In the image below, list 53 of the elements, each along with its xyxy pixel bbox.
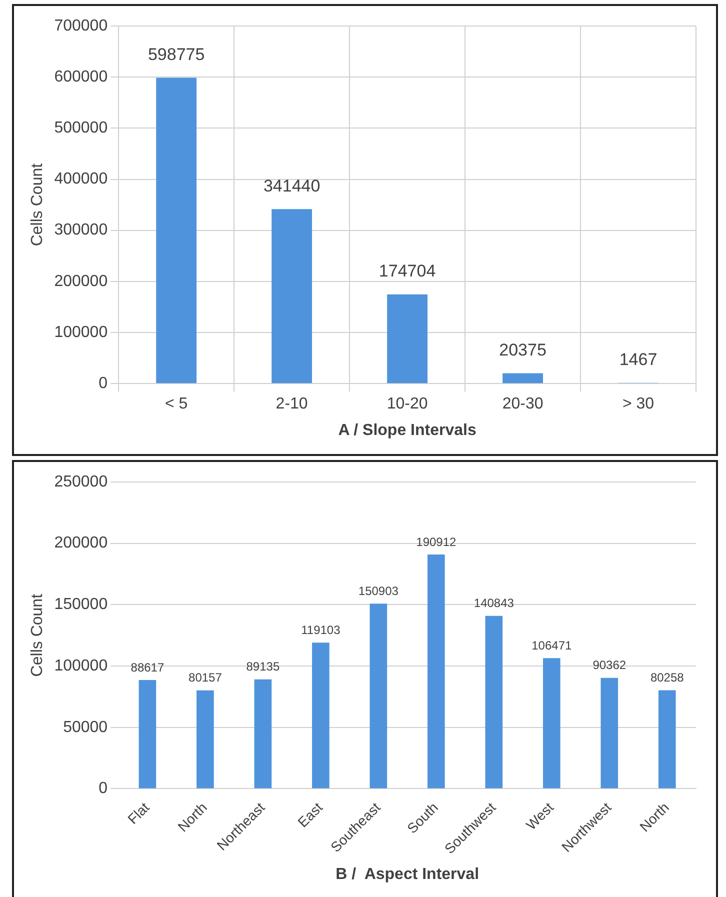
bar	[312, 642, 330, 788]
y-tick-label: 200000	[54, 272, 108, 290]
x-axis-title: B / Aspect Interval	[336, 866, 480, 883]
x-tick-label: > 30	[622, 396, 654, 413]
y-tick-label: 50000	[63, 718, 108, 736]
data-label: 88617	[130, 660, 164, 674]
bar	[658, 690, 676, 788]
x-axis-title: A / Slope Intervals	[338, 422, 476, 439]
data-label: 174704	[378, 262, 436, 281]
y-tick-label: 100000	[54, 324, 108, 341]
y-tick-label: 500000	[54, 120, 108, 137]
data-label: 80258	[650, 670, 684, 685]
x-tick-label: < 5	[164, 396, 188, 413]
y-tick-label: 250000	[54, 473, 108, 490]
data-label: 106471	[532, 638, 572, 652]
y-tick-label: 0	[98, 780, 108, 798]
x-tick-label: 2-10	[276, 396, 308, 413]
data-label: 80157	[188, 670, 222, 685]
y-tick-label: 400000	[54, 170, 108, 188]
data-label: 341440	[263, 176, 320, 196]
bar	[502, 373, 543, 384]
y-tick-label: 100000	[54, 657, 108, 674]
bar	[138, 680, 156, 788]
y-tick-label: 600000	[54, 68, 108, 86]
bar	[370, 604, 388, 788]
bar	[156, 78, 197, 384]
data-label: 20375	[499, 340, 546, 360]
data-label: 140843	[474, 596, 514, 610]
bar	[542, 658, 560, 788]
y-tick-label: 300000	[54, 222, 108, 239]
x-tick-label: 10-20	[386, 396, 428, 413]
y-tick-label: 150000	[54, 596, 108, 614]
data-label: 150903	[358, 584, 399, 598]
bar	[272, 209, 312, 384]
bar	[600, 678, 618, 788]
x-tick-label: Flat	[124, 799, 152, 827]
y-axis-title: Cells Count	[29, 593, 46, 677]
data-label: 119103	[301, 622, 341, 637]
data-label: 90362	[592, 658, 626, 672]
bar	[387, 294, 428, 384]
y-tick-label: 200000	[54, 534, 108, 552]
y-tick-label: 0	[98, 375, 108, 392]
y-tick-label: 700000	[54, 17, 108, 34]
data-label: 190912	[416, 534, 457, 549]
data-label: 1467	[619, 350, 658, 370]
bar	[485, 616, 503, 788]
bar	[428, 554, 445, 788]
bar	[196, 690, 214, 788]
y-axis-title: Cells Count	[29, 162, 46, 246]
x-tick-label: 20-30	[502, 396, 544, 413]
bar	[254, 679, 272, 788]
data-label: 89135	[246, 660, 280, 674]
data-label: 598775	[148, 44, 205, 64]
